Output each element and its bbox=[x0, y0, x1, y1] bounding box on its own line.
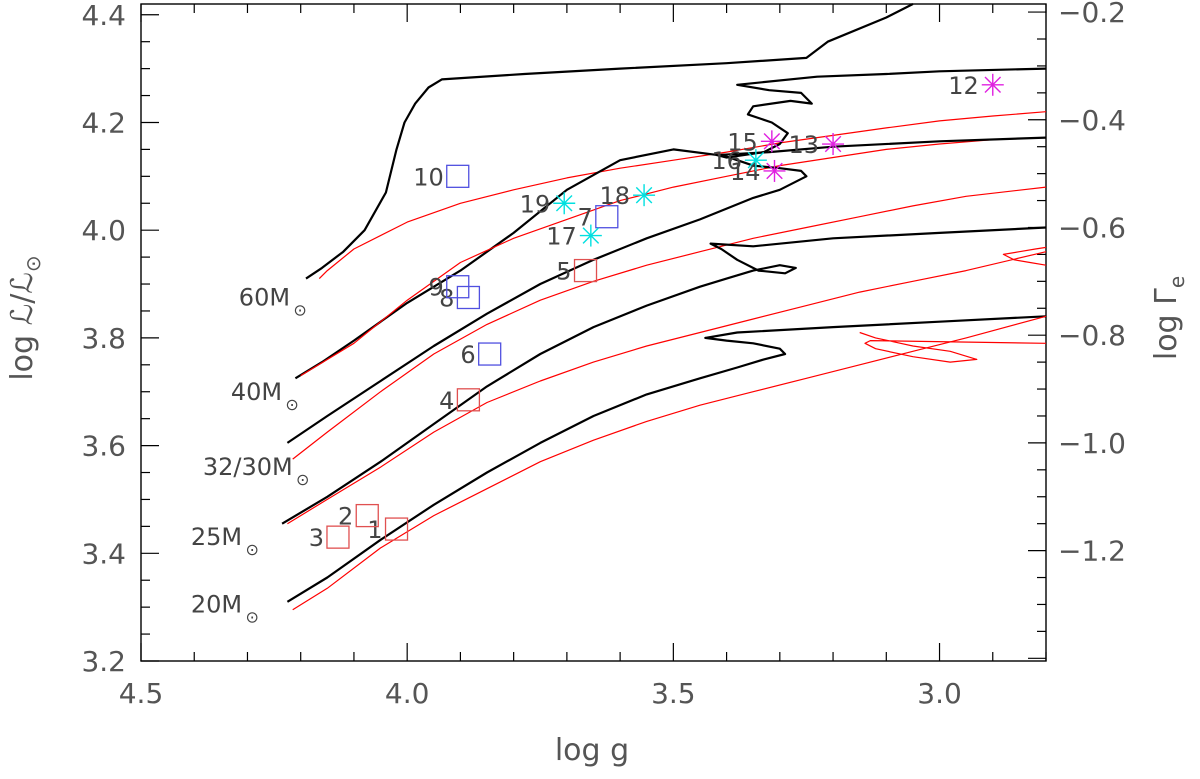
square-marker bbox=[478, 342, 502, 366]
y-axis-label-main: log ℒ/ℒ bbox=[5, 272, 40, 381]
y2-tick-label: −0.4 bbox=[1058, 104, 1126, 137]
y-tick-label: 4.4 bbox=[81, 0, 126, 32]
svg-text:log Γe: log Γe bbox=[1149, 276, 1189, 360]
x-tick-label: 3.5 bbox=[651, 677, 696, 710]
sun-symbol: ⊙ bbox=[296, 470, 309, 489]
point-label: 7 bbox=[578, 204, 593, 232]
star-marker bbox=[822, 133, 845, 156]
y-tick-label: 3.4 bbox=[81, 537, 126, 570]
point-label: 18 bbox=[600, 182, 631, 210]
point-label: 3 bbox=[309, 524, 324, 552]
point-label: 12 bbox=[948, 72, 979, 100]
point-label: 2 bbox=[338, 503, 353, 531]
y-tick-label: 3.8 bbox=[81, 322, 126, 355]
y2-axis-label-sub: e bbox=[1165, 276, 1189, 288]
y-tick-label: 4.0 bbox=[81, 214, 126, 247]
star-marker bbox=[744, 149, 767, 172]
sun-symbol: ⊙ bbox=[245, 608, 258, 627]
square-marker bbox=[446, 164, 470, 188]
x-tick-label: 3.0 bbox=[917, 677, 962, 710]
point-label: 16 bbox=[711, 147, 742, 175]
x-tick-label: 4.0 bbox=[385, 677, 430, 710]
x-axis-ticks: 4.5 4.0 3.5 3.0 bbox=[119, 4, 1047, 710]
point-label: 15 bbox=[727, 128, 758, 156]
y-axis-label: log ℒ/ℒ⊙ bbox=[5, 255, 45, 380]
y-axis-ticks: 3.2 3.4 3.6 3.8 4.0 4.2 4.4 bbox=[81, 0, 159, 678]
track-40M-red bbox=[300, 137, 1047, 377]
y2-axis-ticks: −1.2 −1.0 −0.8 −0.6 −0.4 −0.2 bbox=[1028, 0, 1126, 659]
point-label: 5 bbox=[556, 258, 571, 286]
y-tick-label: 3.6 bbox=[81, 430, 126, 463]
track-30M-red bbox=[292, 186, 1047, 460]
mass-label: 40M bbox=[231, 378, 282, 406]
track-60M-red bbox=[318, 111, 1047, 280]
mass-label: 20M bbox=[191, 591, 242, 619]
square-marker bbox=[326, 525, 350, 549]
point-label: 4 bbox=[439, 387, 454, 415]
evolution-tracks bbox=[281, 3, 1047, 611]
y2-tick-label: −0.6 bbox=[1058, 211, 1126, 244]
star-marker bbox=[763, 159, 786, 182]
star-marker bbox=[760, 130, 783, 153]
sun-symbol: ⊙ bbox=[293, 301, 306, 320]
point-label: 8 bbox=[439, 284, 454, 312]
square-marker bbox=[446, 275, 470, 299]
point-label: 9 bbox=[428, 274, 443, 302]
mass-labels: 60M ⊙40M ⊙32/30M ⊙25M ⊙20M ⊙ bbox=[191, 284, 310, 627]
square-marker bbox=[595, 205, 619, 229]
track-40M-black bbox=[294, 67, 1047, 380]
track-20M-red-loop bbox=[859, 331, 1047, 363]
y2-tick-label: −0.8 bbox=[1058, 319, 1126, 352]
point-label: 17 bbox=[546, 223, 577, 251]
point-label: 13 bbox=[789, 131, 820, 159]
star-marker bbox=[981, 73, 1004, 96]
x-axis-label: log g bbox=[555, 733, 629, 768]
point-label: 1 bbox=[367, 516, 382, 544]
track-25M-red-loop bbox=[1002, 246, 1047, 266]
star-marker bbox=[579, 224, 602, 247]
square-marker bbox=[456, 388, 481, 412]
track-25M-black bbox=[281, 226, 1047, 525]
y2-tick-label: −1.2 bbox=[1058, 535, 1126, 568]
y2-axis-label: log Γe bbox=[1149, 276, 1189, 360]
point-label: 10 bbox=[413, 163, 444, 191]
y-tick-label: 3.2 bbox=[81, 645, 126, 678]
plot-frame bbox=[140, 3, 1047, 662]
square-marker bbox=[355, 503, 379, 528]
y2-tick-label: −0.2 bbox=[1058, 0, 1126, 29]
sun-symbol: ⊙ bbox=[285, 395, 298, 414]
y2-axis-label-main: log Γ bbox=[1149, 288, 1184, 360]
star-marker bbox=[633, 184, 656, 207]
svg-text:log ℒ/ℒ⊙: log ℒ/ℒ⊙ bbox=[5, 255, 45, 380]
y-axis-label-sun: ⊙ bbox=[21, 255, 45, 272]
track-32M-black bbox=[286, 136, 1047, 444]
track-60M-black bbox=[305, 3, 914, 280]
mass-label: 32/30M bbox=[203, 453, 293, 481]
point-label: 6 bbox=[460, 341, 475, 369]
track-20M-red bbox=[292, 315, 1047, 611]
track-20M-black bbox=[286, 315, 1047, 603]
sun-symbol: ⊙ bbox=[245, 540, 258, 559]
x-tick-label: 4.5 bbox=[119, 677, 164, 710]
y2-tick-label: −1.0 bbox=[1058, 427, 1126, 460]
star-marker bbox=[553, 192, 576, 215]
y-tick-label: 4.2 bbox=[81, 106, 126, 139]
mass-label: 25M bbox=[191, 523, 242, 551]
mass-label: 60M bbox=[239, 284, 290, 312]
point-label: 19 bbox=[520, 190, 551, 218]
plot-border bbox=[140, 3, 1047, 662]
square-marker bbox=[573, 258, 598, 283]
square-marker bbox=[384, 517, 409, 541]
track-25M-red bbox=[287, 251, 1047, 525]
